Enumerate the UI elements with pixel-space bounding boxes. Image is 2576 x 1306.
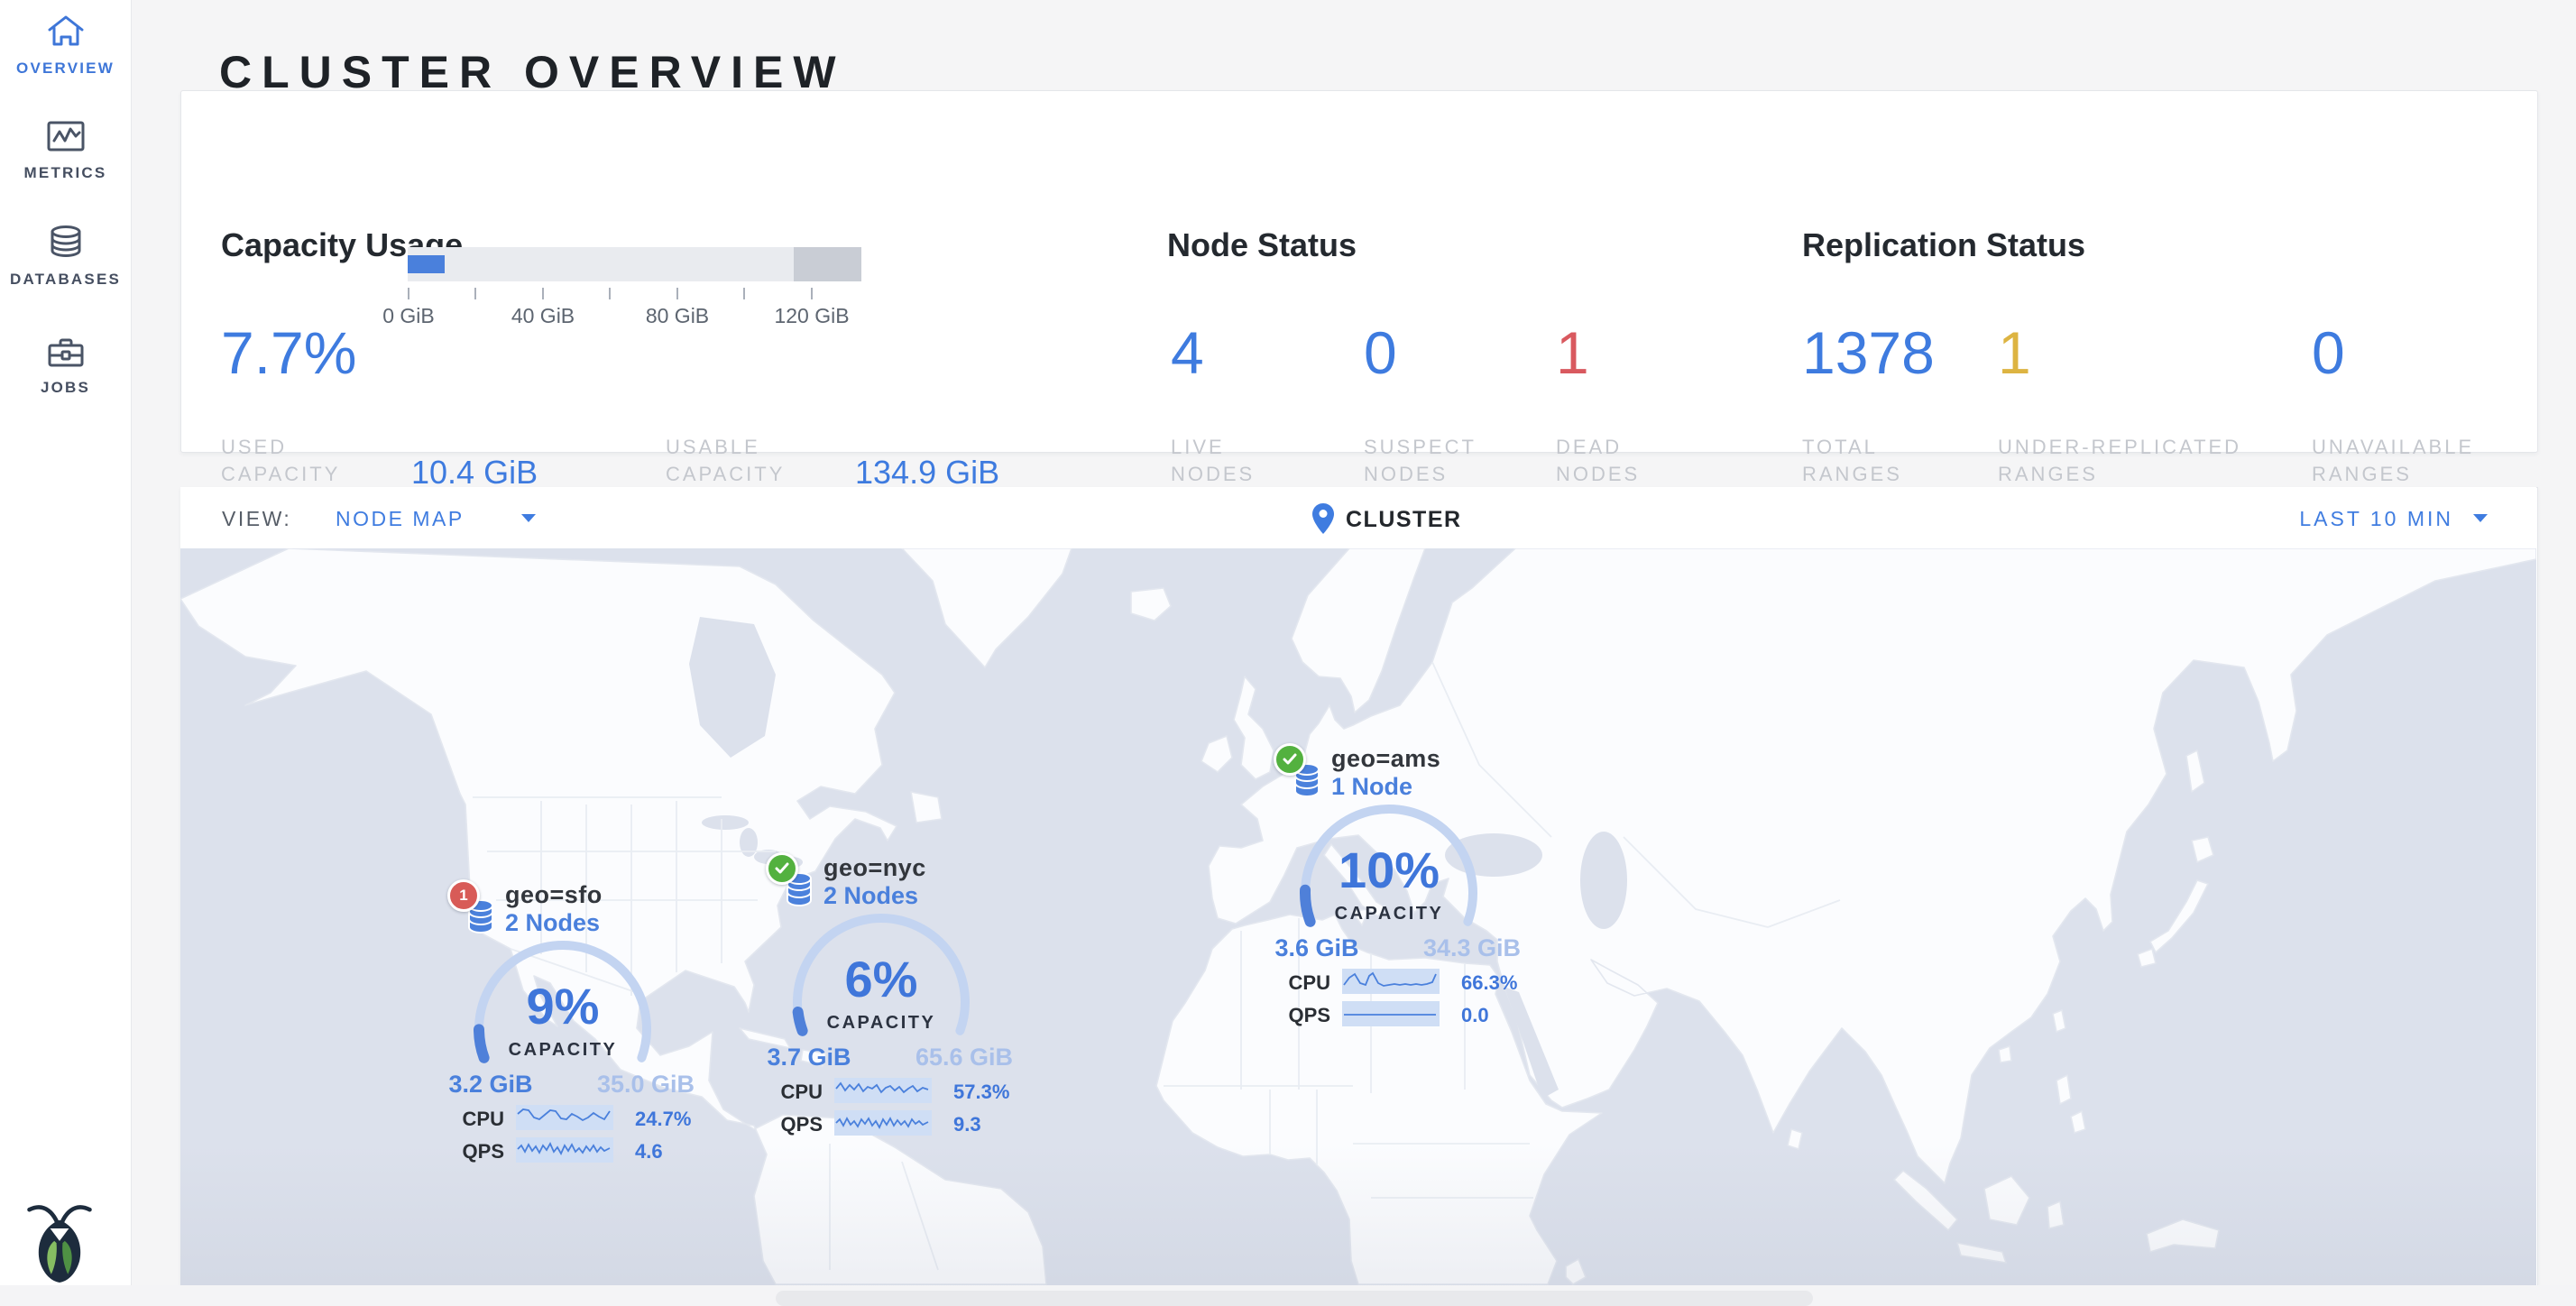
node-status-title: Node Status — [1167, 226, 1357, 263]
gauge-percent: 10% — [1338, 842, 1440, 898]
live-nodes-label: LIVE NODES — [1171, 436, 1256, 485]
home-icon — [0, 13, 131, 51]
locality-name: geo=sfo — [505, 881, 603, 908]
chevron-down-icon[interactable] — [521, 514, 536, 522]
qps-value: 4.6 — [635, 1140, 663, 1163]
under-replicated-ranges-count: 1 — [1998, 319, 2031, 386]
sidebar-item-overview[interactable]: OVERVIEW — [0, 13, 131, 78]
world-map — [180, 548, 2536, 1285]
cpu-value: 57.3% — [953, 1081, 1010, 1103]
used-capacity-value: 10.4 GiB — [411, 454, 538, 491]
gauge-caption: CAPACITY — [508, 1040, 618, 1060]
sidebar-item-label: METRICS — [23, 164, 107, 181]
capacity-total-value: 65.6 GiB — [915, 1044, 1014, 1071]
qps-label: QPS — [1288, 1004, 1330, 1026]
chevron-down-icon[interactable] — [2473, 514, 2488, 522]
total-ranges-label: TOTAL RANGES — [1802, 436, 1902, 485]
capacity-used-percent: 7.7% — [221, 319, 357, 386]
dead-nodes-label: DEAD NODES — [1556, 436, 1641, 485]
capacity-used-value: 3.2 GiB — [448, 1071, 533, 1098]
locality-geo-sfo[interactable]: 1 geo=sfo 2 Nodes 9% CAPACITY 3.2 GiB 35… — [346, 822, 779, 1175]
under-replicated-ranges-label: UNDER-REPLICATED RANGES — [1998, 436, 2242, 485]
usable-capacity-label: USABLE CAPACITY — [666, 436, 786, 485]
qps-sparkline — [834, 1110, 932, 1136]
used-capacity-label: USED CAPACITY — [221, 436, 341, 485]
live-nodes-count: 4 — [1171, 319, 1204, 386]
cpu-label: CPU — [462, 1108, 504, 1130]
cpu-value: 24.7% — [635, 1108, 692, 1130]
cluster-summary-panel: Capacity Usage 7.7% 0 GiB 40 GiB 80 GiB … — [180, 90, 2538, 491]
capacity-total-value: 35.0 GiB — [596, 1071, 695, 1098]
qps-label: QPS — [462, 1140, 504, 1163]
capacity-bar-used-segment — [408, 255, 445, 273]
sidebar: OVERVIEW METRICS DATABASES — [0, 0, 132, 1306]
capacity-gauge — [1300, 805, 1477, 927]
gauge-caption: CAPACITY — [1334, 904, 1444, 924]
locality-geo-ams[interactable]: geo=ams 1 Node 10% CAPACITY 3.6 GiB 34.3… — [1173, 685, 1605, 1039]
sidebar-item-databases[interactable]: DATABASES — [0, 224, 131, 289]
capacity-bar — [408, 247, 861, 281]
locality-node-count: 1 Node — [1331, 773, 1413, 800]
capacity-used-value: 3.7 GiB — [767, 1044, 851, 1071]
capacity-gauge — [474, 941, 651, 1063]
time-range-dropdown[interactable]: LAST 10 MIN — [2299, 507, 2453, 530]
horizontal-scrollbar[interactable] — [776, 1291, 1813, 1306]
qps-value: 9.3 — [953, 1113, 981, 1136]
total-ranges-count: 1378 — [1802, 319, 1935, 386]
cpu-sparkline — [834, 1078, 932, 1103]
suspect-nodes-count: 0 — [1364, 319, 1397, 386]
gauge-percent: 6% — [844, 951, 918, 1007]
replication-status-title: Replication Status — [1802, 226, 2086, 263]
capacity-used-value: 3.6 GiB — [1274, 934, 1359, 961]
cpu-sparkline — [1342, 969, 1440, 994]
unavailable-ranges-label: UNAVAILABLE RANGES — [2312, 436, 2475, 485]
locality-name: geo=ams — [1331, 745, 1441, 772]
qps-value: 0.0 — [1461, 1004, 1489, 1026]
view-dropdown[interactable]: NODE MAP — [336, 507, 465, 530]
usable-capacity-value: 134.9 GiB — [855, 454, 1000, 491]
view-label: VIEW: — [222, 507, 292, 530]
gauge-caption: CAPACITY — [826, 1013, 936, 1033]
gauge-percent: 9% — [526, 978, 600, 1035]
locality-node-count: 2 Nodes — [823, 882, 919, 909]
capacity-gauge — [792, 914, 970, 1036]
locality-name: geo=nyc — [823, 854, 926, 881]
capacity-total-value: 34.3 GiB — [1422, 934, 1522, 961]
axis-tick-label: 80 GiB — [645, 304, 710, 327]
cockroachdb-logo[interactable] — [22, 1201, 97, 1283]
axis-tick-label: 40 GiB — [511, 304, 575, 327]
healthy-badge — [1274, 743, 1306, 776]
sidebar-item-label: DATABASES — [9, 271, 122, 288]
healthy-badge — [766, 852, 798, 885]
sidebar-item-label: OVERVIEW — [16, 60, 115, 77]
jobs-icon — [0, 332, 131, 370]
dead-node-badge: 1 — [447, 879, 480, 912]
cluster-pin-icon — [1310, 501, 1337, 540]
cpu-label: CPU — [1288, 971, 1330, 994]
dead-nodes-count: 1 — [1556, 319, 1589, 386]
locality-geo-nyc[interactable]: geo=nyc 2 Nodes 6% CAPACITY 3.7 GiB 65.6… — [665, 795, 1098, 1148]
locality-node-count: 2 Nodes — [505, 909, 601, 936]
suspect-nodes-label: SUSPECT NODES — [1364, 436, 1477, 485]
databases-icon — [0, 224, 131, 262]
unavailable-ranges-count: 0 — [2312, 319, 2345, 386]
axis-tick-label: 0 GiB — [382, 304, 435, 327]
page-title: CLUSTER OVERVIEW — [219, 46, 846, 97]
qps-sparkline — [1342, 1001, 1440, 1026]
sidebar-item-label: JOBS — [40, 379, 91, 396]
cpu-label: CPU — [780, 1081, 823, 1103]
cpu-sparkline — [516, 1105, 613, 1130]
sidebar-item-metrics[interactable]: METRICS — [0, 117, 131, 182]
cpu-value: 66.3% — [1461, 971, 1518, 994]
sidebar-item-jobs[interactable]: JOBS — [0, 332, 131, 397]
metrics-icon — [0, 117, 131, 155]
qps-sparkline — [516, 1137, 613, 1163]
breadcrumb-cluster[interactable]: CLUSTER — [1346, 507, 1462, 532]
capacity-bar-reserved-segment — [793, 247, 861, 281]
qps-label: QPS — [780, 1113, 823, 1136]
axis-tick-label: 120 GiB — [774, 304, 850, 327]
